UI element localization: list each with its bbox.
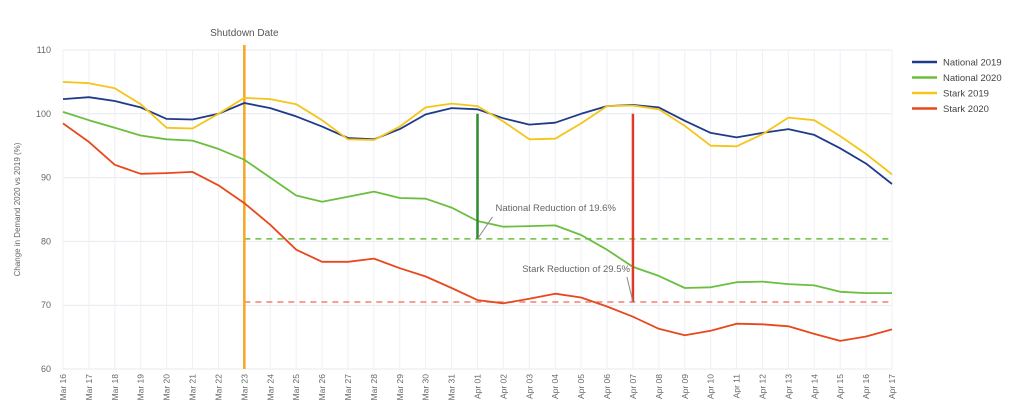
- legend-label: National 2019: [943, 58, 1002, 69]
- x-tick-label: Mar 30: [421, 374, 431, 401]
- x-tick-label: Apr 16: [861, 374, 871, 399]
- legend-label: National 2020: [943, 73, 1002, 84]
- national-callout-leader: [477, 216, 493, 240]
- y-axis: 60 70 80 90 100 110 Change in Demand 2020 vs 2…: [13, 45, 51, 374]
- x-tick-label: Mar 19: [136, 374, 146, 401]
- reference-lines: [244, 238, 892, 303]
- x-tick-label: Mar 24: [265, 374, 275, 401]
- series-line-stark-2019: [62, 81, 893, 176]
- national-reduction-label: National Reduction of 19.6%: [496, 203, 617, 214]
- x-tick-label: Apr 06: [602, 374, 612, 399]
- x-tick-label: Mar 17: [84, 374, 94, 401]
- y-tick-label: 70: [41, 300, 51, 310]
- legend-label: Stark 2020: [943, 104, 989, 115]
- x-tick-label: Mar 27: [343, 374, 353, 401]
- x-tick-label: Apr 05: [576, 374, 586, 399]
- series-line-national-2019: [62, 96, 893, 185]
- x-tick-label: Apr 01: [473, 374, 483, 399]
- x-tick-label: Mar 22: [213, 374, 223, 401]
- stark-callout-leader: [626, 276, 634, 303]
- y-tick-label: 90: [41, 173, 51, 183]
- x-tick-label: Apr 12: [757, 374, 767, 399]
- x-tick-label: Mar 25: [291, 374, 301, 401]
- x-tick-label: Apr 14: [809, 374, 819, 399]
- x-tick-label: Apr 11: [732, 374, 742, 399]
- x-tick-label: Apr 02: [498, 374, 508, 399]
- x-tick-label: Mar 18: [110, 374, 120, 401]
- x-tick-label: Apr 09: [680, 374, 690, 399]
- x-tick-label: Apr 15: [835, 374, 845, 399]
- y-tick-label: 110: [37, 45, 51, 55]
- y-tick-label: 100: [36, 109, 51, 119]
- y-axis-label: Change in Demand 2020 vs 2019 (%): [13, 142, 22, 276]
- stark-reduction-label: Stark Reduction of 29.5%: [522, 264, 630, 275]
- series-line-stark-2020: [62, 122, 893, 342]
- y-tick-label: 60: [41, 364, 51, 374]
- x-tick-label: Mar 16: [58, 374, 68, 401]
- x-tick-label: Mar 26: [317, 374, 327, 401]
- x-tick-label: Apr 17: [887, 374, 897, 399]
- x-tick-label: Mar 31: [447, 374, 457, 401]
- x-tick-label: Apr 07: [628, 374, 638, 399]
- shutdown-label: Shutdown Date: [210, 28, 279, 39]
- legend-label: Stark 2019: [943, 89, 989, 100]
- x-tick-label: Apr 04: [550, 374, 560, 399]
- annotations: National Reduction of 19.6% Stark Reducti…: [476, 113, 635, 303]
- x-tick-label: Mar 29: [395, 374, 405, 401]
- x-tick-label: Apr 13: [783, 374, 793, 399]
- x-axis: Mar 16 Mar 17 Mar 18 Mar 19 Mar 20 Mar 21 Mar …: [58, 374, 897, 401]
- x-tick-label: Mar 20: [162, 374, 172, 401]
- x-tick-label: Mar 28: [369, 374, 379, 401]
- shutdown-marker: Shutdown Date: [210, 28, 279, 369]
- legend: National 2019 National 2020 Stark 2019 Star…: [912, 58, 1002, 115]
- x-tick-label: Apr 03: [524, 374, 534, 399]
- x-tick-label: Apr 10: [706, 374, 716, 399]
- y-tick-label: 80: [41, 236, 51, 246]
- x-tick-label: Apr 08: [654, 374, 664, 399]
- x-tick-label: Mar 23: [239, 374, 249, 401]
- x-tick-label: Mar 21: [188, 374, 198, 401]
